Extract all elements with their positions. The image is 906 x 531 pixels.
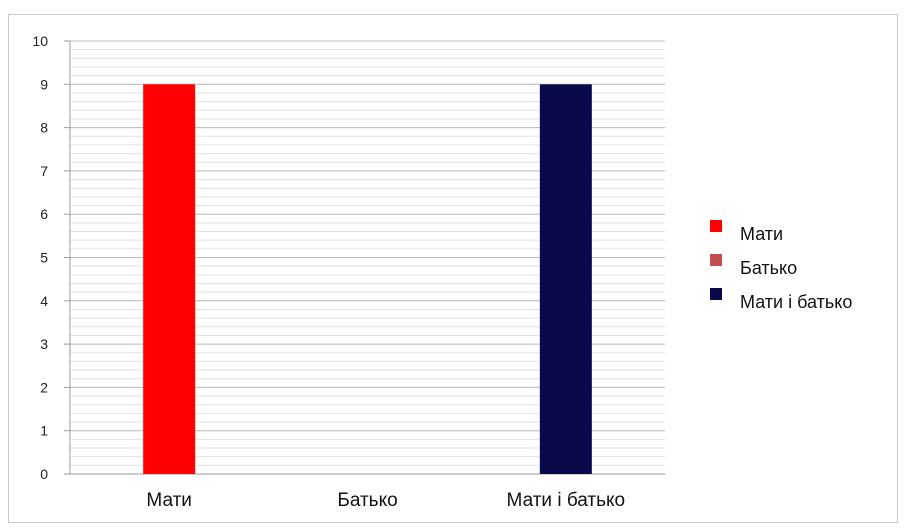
y-tick-label: 8 [40, 120, 48, 136]
bar-3 [539, 84, 592, 475]
legend-label: Батько [740, 258, 797, 278]
legend-label: Мати і батько [740, 292, 852, 312]
y-tick-label: 2 [40, 379, 48, 395]
x-category-label: Батько [337, 490, 397, 511]
y-tick-label: 7 [40, 163, 48, 179]
y-tick-label: 1 [40, 423, 48, 439]
legend-label: Мати [740, 224, 783, 244]
y-tick-label: 5 [40, 250, 48, 266]
y-tick-label: 4 [40, 293, 48, 309]
legend-swatch [710, 288, 722, 300]
legend-swatch [710, 220, 722, 232]
y-tick-label: 9 [40, 76, 48, 92]
y-tick-label: 3 [40, 336, 48, 352]
y-tick-label: 0 [40, 466, 48, 482]
y-tick-label: 10 [32, 33, 48, 49]
x-category-label: Мати [146, 490, 192, 511]
bar-1 [143, 84, 196, 475]
y-tick-label: 6 [40, 206, 48, 222]
x-category-label: Мати і батько [507, 490, 626, 511]
legend-swatch [710, 254, 722, 266]
